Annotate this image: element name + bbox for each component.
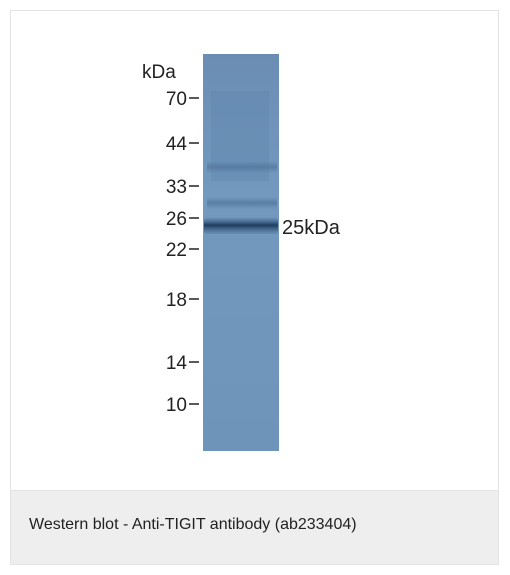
- main-band: [204, 218, 278, 234]
- mw-marker: 18: [166, 290, 199, 311]
- mw-marker: 10: [166, 395, 199, 416]
- mw-marker-label: 10: [166, 395, 187, 416]
- mw-marker: 33: [166, 177, 199, 198]
- image-card: kDa 70 44 33 26 22 18: [10, 10, 499, 565]
- figure-caption: Western blot - Anti-TIGIT antibody (ab23…: [29, 516, 357, 533]
- caption-bar: Western blot - Anti-TIGIT antibody (ab23…: [11, 490, 498, 564]
- mw-marker-label: 22: [166, 240, 187, 261]
- blot-lane: [203, 54, 279, 451]
- mw-marker: 44: [166, 134, 199, 155]
- faint-band: [207, 197, 277, 209]
- mw-marker: 22: [166, 240, 199, 261]
- band-size-label: 25kDa: [282, 217, 341, 239]
- western-blot-image: kDa 70 44 33 26 22 18: [142, 54, 341, 451]
- mw-marker: 26: [166, 209, 199, 230]
- mw-marker-label: 18: [166, 290, 187, 311]
- mw-marker-label: 70: [166, 89, 187, 110]
- mw-marker: 14: [166, 353, 199, 374]
- western-blot-figure: kDa 70 44 33 26 22 18: [11, 11, 498, 490]
- mw-marker-label: 14: [166, 353, 188, 374]
- faint-band: [207, 161, 277, 173]
- unit-label: kDa: [142, 62, 176, 83]
- mw-marker-label: 26: [166, 209, 187, 230]
- mw-marker-label: 33: [166, 177, 187, 198]
- mw-marker: 70: [166, 89, 199, 110]
- mw-marker-label: 44: [166, 134, 188, 155]
